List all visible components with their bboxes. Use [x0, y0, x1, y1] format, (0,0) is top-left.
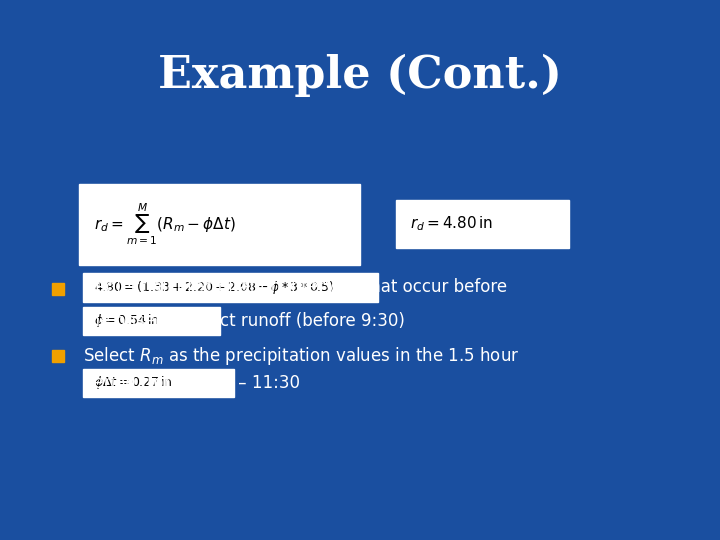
Text: $4.80 = (1.33 + 2.20 + 2.08 - \phi*3*0.5)$: $4.80 = (1.33 + 2.20 + 2.08 - \phi*3*0.5… [94, 279, 334, 296]
Text: period from 10:00 – 11:30: period from 10:00 – 11:30 [83, 374, 300, 392]
FancyBboxPatch shape [396, 200, 569, 248]
FancyBboxPatch shape [83, 369, 234, 397]
Text: $\phi = 0.54\,\mathrm{in}$: $\phi = 0.54\,\mathrm{in}$ [94, 312, 159, 329]
FancyBboxPatch shape [79, 184, 360, 265]
Text: $\phi\Delta t = 0.27\,\mathrm{in}$: $\phi\Delta t = 0.27\,\mathrm{in}$ [94, 374, 172, 392]
FancyBboxPatch shape [83, 273, 378, 302]
Text: Select $R_m$ as the precipitation values in the 1.5 hour: Select $R_m$ as the precipitation values… [83, 346, 519, 367]
FancyBboxPatch shape [83, 307, 220, 335]
Text: $r_d = 4.80\,\mathrm{in}$: $r_d = 4.80\,\mathrm{in}$ [410, 215, 493, 233]
Text: $r_d = \sum_{m=1}^{M}(R_m - \phi\Delta t)$: $r_d = \sum_{m=1}^{M}(R_m - \phi\Delta t… [94, 201, 235, 247]
Text: Example (Cont.): Example (Cont.) [158, 54, 562, 97]
Text: the onset of direct runoff (before 9:30): the onset of direct runoff (before 9:30) [83, 312, 405, 330]
Text: Neglect all precipitation intervals that occur before: Neglect all precipitation intervals that… [83, 278, 507, 296]
